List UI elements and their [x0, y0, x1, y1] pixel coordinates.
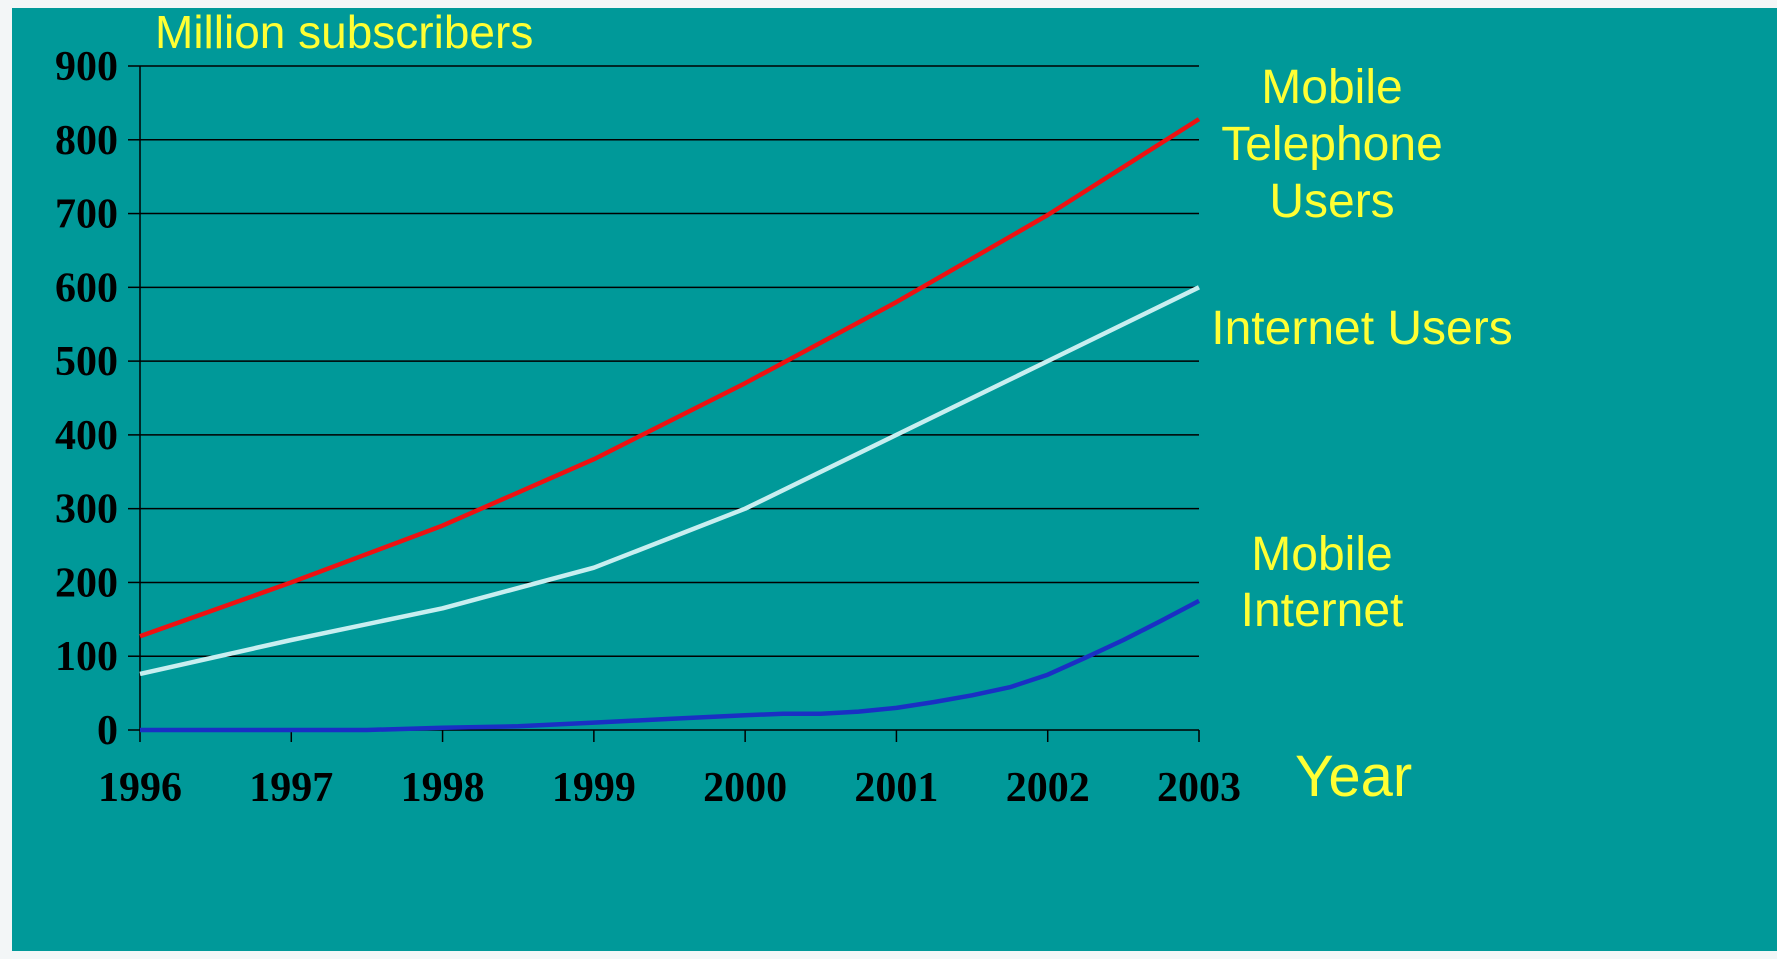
y-tick-labels: 0 100 200 300 400 500 600 700 800 900	[55, 44, 118, 754]
y-tick-label-800: 800	[55, 118, 118, 164]
y-tick-label-0: 0	[97, 708, 118, 754]
x-tick-label-2002: 2002	[1006, 765, 1090, 811]
y-tick-label-400: 400	[55, 413, 118, 459]
series-line-2	[140, 598, 1201, 733]
y-axis-label: Million subscribers	[155, 8, 533, 58]
series-line-0	[139, 117, 1201, 639]
chart-slide: 0 100 200 300 400 500 600 700 800 900 1996 1997 199…	[12, 8, 1777, 951]
x-tick-label-2000: 2000	[703, 765, 787, 811]
y-tick-label-300: 300	[55, 487, 118, 533]
x-tick-label-1999: 1999	[552, 765, 636, 811]
gridlines	[140, 65, 1199, 657]
x-tick-label-1997: 1997	[249, 765, 333, 811]
y-tick-label-600: 600	[55, 265, 118, 311]
series-label-0-2: Users	[1269, 175, 1394, 228]
series-label-0-0: Mobile	[1261, 61, 1402, 114]
x-tick-label-2003: 2003	[1157, 765, 1241, 811]
series-lines	[139, 117, 1201, 733]
y-tick-label-700: 700	[55, 192, 118, 238]
x-tick-label-1996: 1996	[98, 765, 182, 811]
y-tick-label-900: 900	[55, 44, 118, 90]
x-tick-label-2001: 2001	[854, 765, 938, 811]
series-label-2-1: Internet	[1241, 584, 1404, 637]
series-label-1-0: Internet Users	[1211, 302, 1512, 355]
x-axis-label: Year	[1295, 744, 1412, 809]
series-label-0-1: Telephone	[1221, 118, 1443, 171]
series-label-2-0: Mobile	[1251, 528, 1392, 581]
series-line-1	[139, 285, 1200, 677]
y-tick-label-200: 200	[55, 560, 118, 606]
y-tick-label-500: 500	[55, 339, 118, 385]
x-tick-labels: 1996 1997 1998 1999 2000 2001 2002 2003	[98, 765, 1241, 811]
y-tick-label-100: 100	[55, 634, 118, 680]
x-tick-label-1998: 1998	[401, 765, 485, 811]
